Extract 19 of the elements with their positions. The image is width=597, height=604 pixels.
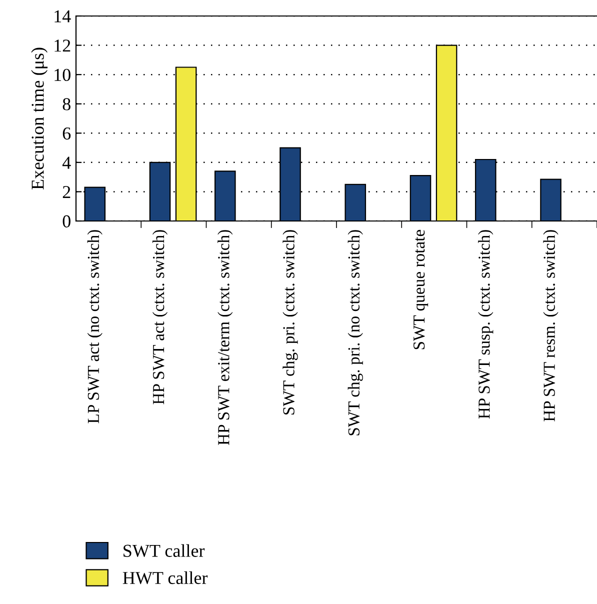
x-tick-label: HP SWT resm. (ctxt. switch) — [543, 230, 558, 422]
y-axis-title: Execution time (μs) — [31, 48, 48, 190]
x-tick-label: HP SWT susp. (ctxt. switch) — [478, 230, 494, 419]
y-tick-label: 6 — [62, 127, 71, 140]
y-tick-label: 10 — [54, 68, 70, 82]
y-tick-label: 0 — [62, 215, 70, 228]
x-tick-label: SWT chg. pri. (ctxt. switch) — [282, 230, 298, 414]
y-tick-label: 8 — [62, 98, 70, 110]
y-tick-label: 14 — [54, 10, 71, 22]
y-tick-label: 12 — [54, 40, 70, 52]
y-tick-label: 4 — [62, 156, 71, 169]
legend-label: HWT caller — [122, 571, 208, 584]
x-tick-label: SWT chg. pri. (no ctxt. switch) — [348, 230, 363, 436]
x-tick-label: SWT queue rotate — [413, 230, 428, 350]
y-tick-label: 2 — [62, 186, 70, 198]
legend-label: SWT caller — [124, 544, 205, 558]
x-tick-label: LP SWT act (no ctxt. switch) — [87, 230, 102, 424]
x-tick-label: HP SWT exit/term (ctxt. switch) — [218, 230, 233, 446]
x-tick-label: HP SWT act (ctxt. switch) — [152, 230, 168, 404]
